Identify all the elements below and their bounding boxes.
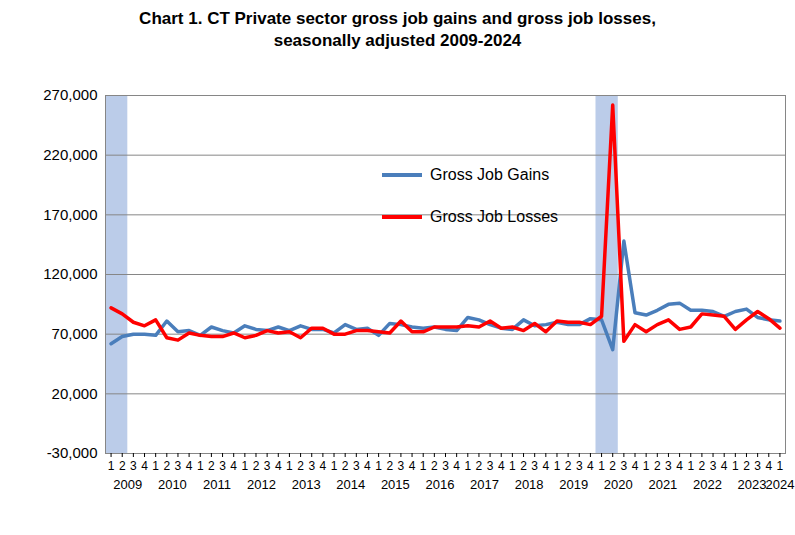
svg-text:1: 1 [509, 459, 516, 473]
svg-text:2: 2 [431, 459, 438, 473]
svg-text:3: 3 [442, 459, 449, 473]
svg-text:4: 4 [721, 459, 728, 473]
svg-text:2: 2 [609, 459, 616, 473]
svg-text:2: 2 [253, 459, 260, 473]
svg-text:4: 4 [364, 459, 371, 473]
svg-text:2014: 2014 [336, 477, 365, 492]
svg-text:4: 4 [676, 459, 683, 473]
svg-text:2: 2 [565, 459, 572, 473]
svg-text:4: 4 [542, 459, 549, 473]
svg-text:1: 1 [242, 459, 249, 473]
svg-text:3: 3 [308, 459, 315, 473]
html-text:Gross Job Losses: Gross Job Losses [430, 208, 559, 225]
svg-text:1: 1 [286, 459, 293, 473]
svg-text:1: 1 [197, 459, 204, 473]
html-text:Gross Job Gains: Gross Job Gains [430, 166, 550, 183]
svg-text:3: 3 [130, 459, 137, 473]
html-text:Chart 1. CT Private sector gro: Chart 1. CT Private sector gross job gai… [139, 9, 656, 28]
svg-text:1: 1 [732, 459, 739, 473]
svg-text:4: 4 [230, 459, 237, 473]
svg-text:2018: 2018 [515, 477, 544, 492]
svg-text:2023: 2023 [738, 477, 767, 492]
svg-text:4: 4 [587, 459, 594, 473]
svg-text:3: 3 [353, 459, 360, 473]
svg-text:2: 2 [654, 459, 661, 473]
svg-text:2: 2 [476, 459, 483, 473]
svg-text:3: 3 [710, 459, 717, 473]
svg-text:4: 4 [632, 459, 639, 473]
svg-text:2: 2 [699, 459, 706, 473]
svg-text:2010: 2010 [158, 477, 187, 492]
svg-text:2022: 2022 [693, 477, 722, 492]
svg-text:2009: 2009 [113, 477, 142, 492]
svg-text:1: 1 [152, 459, 159, 473]
svg-text:2012: 2012 [247, 477, 276, 492]
svg-text:3: 3 [487, 459, 494, 473]
svg-text:4: 4 [498, 459, 505, 473]
svg-text:1: 1 [643, 459, 650, 473]
svg-text:1: 1 [687, 459, 694, 473]
svg-text:2015: 2015 [381, 477, 410, 492]
svg-text:2: 2 [163, 459, 170, 473]
svg-text:2: 2 [386, 459, 393, 473]
svg-text:4: 4 [141, 459, 148, 473]
svg-text:2016: 2016 [425, 477, 454, 492]
svg-text:1: 1 [108, 459, 115, 473]
svg-text:-30,000: -30,000 [47, 444, 98, 461]
svg-text:4: 4 [186, 459, 193, 473]
svg-text:70,000: 70,000 [52, 325, 98, 342]
svg-text:2: 2 [520, 459, 527, 473]
svg-text:1: 1 [331, 459, 338, 473]
svg-text:2024: 2024 [765, 477, 794, 492]
html-text:seasonally adjusted 2009-2024: seasonally adjusted 2009-2024 [273, 31, 522, 50]
svg-text:3: 3 [754, 459, 761, 473]
svg-text:2011: 2011 [203, 477, 231, 492]
svg-text:3: 3 [398, 459, 405, 473]
svg-text:2: 2 [342, 459, 349, 473]
svg-text:1: 1 [777, 459, 784, 473]
svg-text:120,000: 120,000 [43, 265, 97, 282]
svg-text:2020: 2020 [604, 477, 633, 492]
svg-text:2017: 2017 [470, 477, 499, 492]
svg-text:1: 1 [420, 459, 427, 473]
svg-text:1: 1 [464, 459, 471, 473]
svg-text:3: 3 [264, 459, 271, 473]
svg-text:220,000: 220,000 [43, 146, 97, 163]
svg-text:4: 4 [453, 459, 460, 473]
svg-text:2: 2 [208, 459, 215, 473]
svg-text:4: 4 [275, 459, 282, 473]
svg-text:1: 1 [375, 459, 382, 473]
svg-text:4: 4 [765, 459, 772, 473]
svg-text:3: 3 [219, 459, 226, 473]
svg-text:2: 2 [743, 459, 750, 473]
svg-text:20,000: 20,000 [52, 385, 98, 402]
svg-text:2: 2 [119, 459, 126, 473]
svg-text:2019: 2019 [559, 477, 588, 492]
svg-text:2: 2 [297, 459, 304, 473]
svg-text:2013: 2013 [292, 477, 321, 492]
svg-text:3: 3 [531, 459, 538, 473]
svg-text:3: 3 [175, 459, 182, 473]
svg-text:3: 3 [665, 459, 672, 473]
svg-text:1: 1 [554, 459, 561, 473]
svg-text:4: 4 [320, 459, 327, 473]
svg-text:2021: 2021 [648, 477, 677, 492]
svg-text:1: 1 [598, 459, 605, 473]
svg-text:270,000: 270,000 [43, 86, 97, 103]
svg-text:4: 4 [409, 459, 416, 473]
svg-text:3: 3 [621, 459, 628, 473]
svg-text:3: 3 [576, 459, 583, 473]
svg-text:170,000: 170,000 [43, 206, 97, 223]
